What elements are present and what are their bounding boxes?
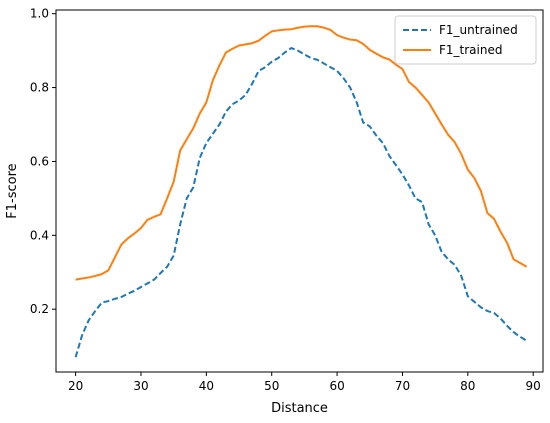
series-line-f1-untrained	[74, 47, 528, 358]
x-tick-label: 50	[264, 379, 279, 393]
x-axis: 20 30 40 50 60 70 80 90	[68, 372, 541, 393]
legend-label-f1-untrained: F1_untrained	[439, 23, 518, 37]
y-tick-label: 0.4	[30, 228, 49, 242]
x-tick-label: 60	[329, 379, 344, 393]
x-tick-label: 90	[526, 379, 541, 393]
axes-frame	[55, 9, 544, 373]
series-line-f1-trained	[75, 25, 528, 281]
y-tick-label: 0.6	[30, 154, 49, 168]
x-axis-label: Distance	[271, 401, 328, 416]
x-tick-label: 80	[460, 379, 475, 393]
x-tick-label: 20	[68, 379, 83, 393]
legend-label-f1-trained: F1_trained	[439, 43, 502, 57]
x-tick-label: 40	[199, 379, 214, 393]
y-axis: 0.2 0.4 0.6 0.8 1.0	[30, 7, 56, 316]
legend: F1_untrained F1_trained	[394, 15, 537, 65]
x-tick-label: 30	[133, 379, 148, 393]
legend-box	[394, 15, 537, 65]
y-tick-label: 0.2	[30, 302, 49, 316]
plot-area	[74, 25, 528, 358]
x-tick-label: 70	[395, 379, 410, 393]
y-axis-label: F1-score	[5, 163, 20, 218]
y-tick-label: 1.0	[30, 7, 49, 21]
y-tick-label: 0.8	[30, 81, 49, 95]
